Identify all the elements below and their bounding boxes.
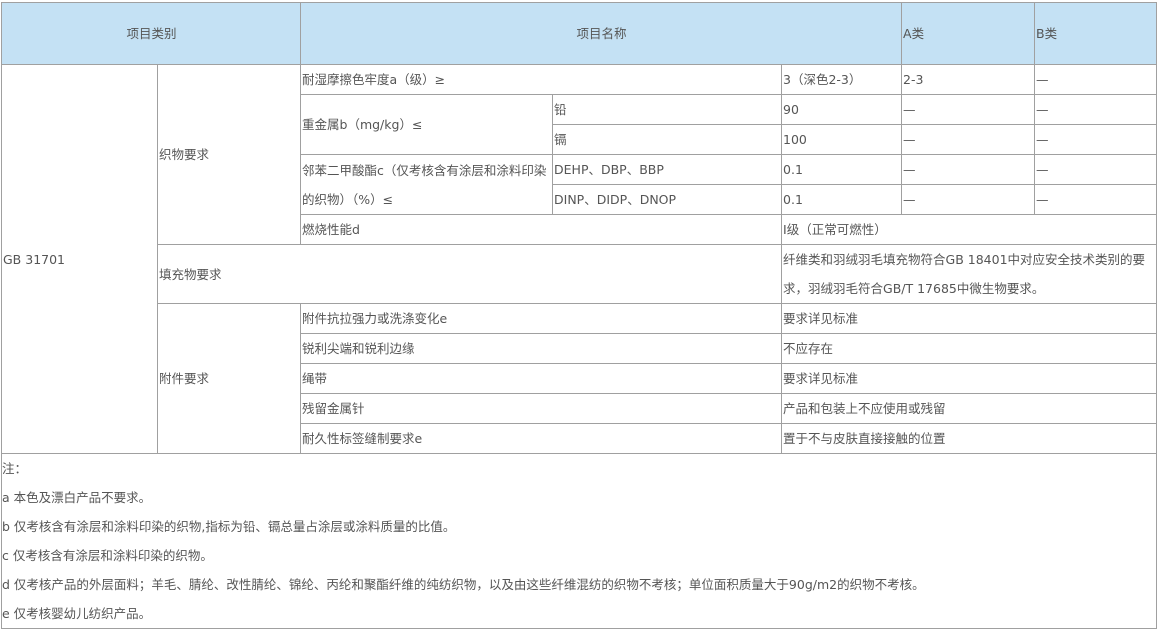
value-c: —: [1034, 94, 1158, 125]
item-name: 绳带: [300, 363, 783, 394]
item-name: 燃烧性能d: [300, 214, 783, 245]
value-c: —: [1034, 64, 1158, 95]
filling-label: 填充物要求: [156, 244, 783, 304]
item-name: 邻苯二甲酸酯c（仅考核含有涂层和涂料印染的织物）（%）≤: [300, 154, 554, 215]
sub-item: DINP、DIDP、DNOP: [552, 184, 783, 215]
notes-row: 注： a 本色及漂白产品不要求。 b 仅考核含有涂层和涂料印染的织物,指标为铅、…: [0, 453, 1158, 629]
note-c: c 仅考核含有涂层和涂料印染的织物。: [2, 548, 213, 563]
value-a: 3（深色2-3）: [781, 64, 903, 95]
note-e: e 仅考核婴幼儿纺织产品。: [2, 606, 152, 621]
note-title: 注：: [2, 461, 28, 476]
value-c: —: [1034, 184, 1158, 215]
table-row: GB 31701 织物要求 耐湿摩擦色牢度a（级）≥ 3（深色2-3） 2-3 …: [1, 64, 1158, 454]
table-row: 重金属b（mg/kg）≤ 铅 90 — —: [2, 94, 1158, 155]
notes-cell: 注： a 本色及漂白产品不要求。 b 仅考核含有涂层和涂料印染的织物,指标为铅、…: [0, 453, 1158, 629]
item-name: 重金属b（mg/kg）≤: [300, 94, 554, 155]
value-c: —: [1034, 124, 1158, 155]
header-name: 项目名称: [300, 2, 903, 65]
value-all: Ⅰ级（正常可燃性）: [781, 214, 1158, 245]
value-a: 0.1: [781, 184, 903, 215]
value-all: 不应存在: [781, 333, 1158, 364]
table-row: 燃烧性能d Ⅰ级（正常可燃性）: [2, 214, 1158, 245]
value-all: 产品和包装上不应使用或残留: [781, 393, 1158, 424]
item-name: 耐湿摩擦色牢度a（级）≥: [300, 64, 783, 95]
table-header: 项目类别 项目名称 A类 B类 C类: [0, 2, 1158, 65]
table-row: 附件要求 附件抗拉强力或洗涤变化e 要求详见标准: [2, 303, 1158, 454]
item-name: 耐久性标签缝制要求e: [300, 423, 783, 454]
item-name: 附件抗拉强力或洗涤变化e: [300, 303, 783, 334]
item-name: 锐利尖端和锐利边缘: [300, 333, 783, 364]
header-category: 项目类别: [0, 2, 302, 65]
note-b: b 仅考核含有涂层和涂料印染的织物,指标为铅、镉总量占涂层或涂料质量的比值。: [2, 519, 456, 534]
value-all: 要求详见标准: [781, 303, 1158, 334]
value-all: 要求详见标准: [781, 363, 1158, 394]
value-b: —: [901, 154, 1036, 185]
header-b: B类: [1034, 2, 1158, 65]
standard-cell: GB 31701: [1, 64, 158, 454]
value-a: 0.1: [781, 154, 903, 185]
table-row: DINP、DIDP、DNOP 0.1 — —: [2, 184, 1158, 215]
value-b: —: [901, 124, 1036, 155]
value-b: —: [901, 184, 1036, 215]
sub-item: 镉: [552, 124, 783, 155]
value-all: 纤维类和羽绒羽毛填充物符合GB 18401中对应安全技术类别的要求，羽绒羽毛符合…: [781, 244, 1158, 304]
value-b: 2-3: [901, 64, 1036, 95]
value-a: 100: [781, 124, 903, 155]
value-b: —: [901, 94, 1036, 125]
accessory-label: 附件要求: [156, 303, 302, 454]
table-row: 绳带 要求详见标准: [2, 363, 1158, 394]
note-a: a 本色及漂白产品不要求。: [2, 490, 152, 505]
sub-item: DEHP、DBP、BBP: [552, 154, 783, 185]
sub-item: 铅: [552, 94, 783, 125]
table-row: 填充物要求 纤维类和羽绒羽毛填充物符合GB 18401中对应安全技术类别的要求，…: [2, 244, 1158, 304]
header-a: A类: [901, 2, 1036, 65]
table-row: 耐久性标签缝制要求e 置于不与皮肤直接接触的位置: [2, 423, 1158, 454]
value-a: 90: [781, 94, 903, 125]
value-c: —: [1034, 154, 1158, 185]
item-name: 残留金属针: [300, 393, 783, 424]
note-d: d 仅考核产品的外层面料；羊毛、腈纶、改性腈纶、锦纶、丙纶和聚酯纤维的纯纺织物，…: [2, 577, 925, 592]
value-all: 置于不与皮肤直接接触的位置: [781, 423, 1158, 454]
table-row: 镉 100 — —: [2, 124, 1158, 155]
fabric-label: 织物要求: [156, 64, 302, 245]
